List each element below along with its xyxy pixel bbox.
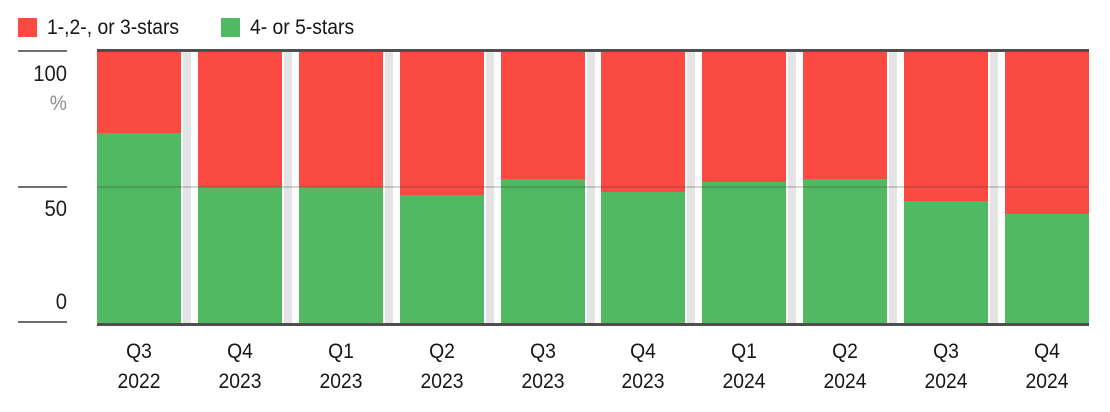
x-label-quarter: Q2: [832, 340, 859, 363]
bar-q2-2024: [803, 51, 888, 323]
x-label-q2-2024: Q2 2024: [785, 337, 905, 397]
bar-gap-strip: [183, 51, 191, 323]
x-label-year: 2023: [319, 370, 363, 393]
legend-label-low-stars: 1-,2-, or 3-stars: [47, 15, 180, 39]
x-label-year: 2024: [722, 370, 766, 393]
bar-segment-4-or-5-stars: [399, 195, 484, 323]
plot-area: [97, 51, 1089, 323]
bar-q2-2023: [399, 51, 484, 323]
bar-gap-strip: [687, 51, 696, 323]
gridline-50pct: [97, 186, 1089, 188]
bar-segment-4-or-5-stars: [298, 187, 383, 323]
x-label-q2-2023: Q2 2023: [382, 337, 502, 397]
x-label-quarter: Q4: [630, 340, 657, 363]
bar-q3-2023: [500, 51, 585, 323]
bar-segment-4-or-5-stars: [601, 192, 686, 323]
legend: 1-,2-, or 3-stars 4- or 5-stars: [18, 9, 393, 45]
bar-segment-4-or-5-stars: [803, 178, 888, 323]
x-label-q1-2023: Q1 2023: [281, 337, 401, 397]
x-label-quarter: Q3: [933, 340, 959, 363]
x-label-q4-2023: Q4 2023: [583, 337, 703, 397]
legend-swatch-green-icon: [220, 17, 240, 37]
y-tick-0: [18, 321, 67, 323]
bar-gap-strip: [283, 51, 292, 323]
bar-q4-2023: [197, 51, 282, 323]
x-label-quarter: Q2: [428, 340, 455, 363]
x-label-quarter: Q1: [731, 340, 758, 363]
bar-q4-2024: [1005, 51, 1089, 323]
bar-segment-4-or-5-stars: [500, 178, 585, 323]
x-label-quarter: Q3: [529, 340, 556, 363]
x-label-q3-2024: Q3 2024: [886, 337, 1006, 397]
bar-segment-4-or-5-stars: [702, 181, 787, 323]
bar-gap-strip: [586, 51, 595, 323]
x-label-year: 2023: [218, 370, 262, 393]
x-label-year: 2023: [420, 370, 464, 393]
y-tick-100: [18, 50, 67, 52]
x-label-q4-2023: Q4 2023: [180, 337, 300, 397]
y-label-100: 100: [33, 61, 67, 86]
legend-label-high-stars: 4- or 5-stars: [249, 15, 354, 39]
y-tick-50: [18, 186, 67, 188]
bar-segment-4-or-5-stars: [1005, 214, 1089, 323]
bar-segment-4-or-5-stars: [904, 200, 989, 323]
x-label-year: 2024: [1025, 370, 1069, 393]
bar-q4-2023: [601, 51, 686, 323]
y-label-0: 0: [55, 289, 67, 314]
x-label-q4-2024: Q4 2024: [987, 337, 1107, 397]
bar-q1-2024: [702, 51, 787, 323]
x-label-year: 2022: [117, 370, 161, 393]
plot-top-border: [97, 49, 1089, 52]
bar-q1-2023: [298, 51, 383, 323]
y-label-50: 50: [44, 196, 67, 221]
bar-q3-2024: [904, 51, 989, 323]
bar-q3-2022: [97, 51, 181, 323]
x-label-quarter: Q3: [126, 340, 152, 363]
legend-item-low-stars: 1-,2-, or 3-stars: [18, 17, 191, 38]
bar-gap-strip: [384, 51, 393, 323]
bar-gap-strip: [889, 51, 898, 323]
x-label-quarter: Q4: [1034, 340, 1060, 363]
legend-swatch-red-icon: [18, 17, 37, 37]
x-label-q3-2023: Q3 2023: [483, 337, 603, 397]
x-label-year: 2024: [924, 370, 968, 393]
y-label-percent-unit: %: [49, 92, 67, 115]
bar-gap-strip: [485, 51, 494, 323]
bar-gap-strip: [990, 51, 999, 323]
x-label-year: 2023: [621, 370, 665, 393]
x-label-year: 2023: [521, 370, 565, 393]
x-label-quarter: Q1: [327, 340, 354, 363]
x-label-q1-2024: Q1 2024: [684, 337, 804, 397]
bar-segment-4-or-5-stars: [97, 132, 181, 323]
legend-item-high-stars: 4- or 5-stars: [220, 15, 363, 39]
bar-segment-4-or-5-stars: [197, 187, 282, 323]
x-label-q3-2022: Q3 2022: [79, 337, 199, 397]
plot-bottom-border: [97, 323, 1089, 326]
x-label-year: 2024: [823, 370, 867, 393]
bar-gap-strip: [788, 51, 797, 323]
x-label-quarter: Q4: [226, 340, 253, 363]
